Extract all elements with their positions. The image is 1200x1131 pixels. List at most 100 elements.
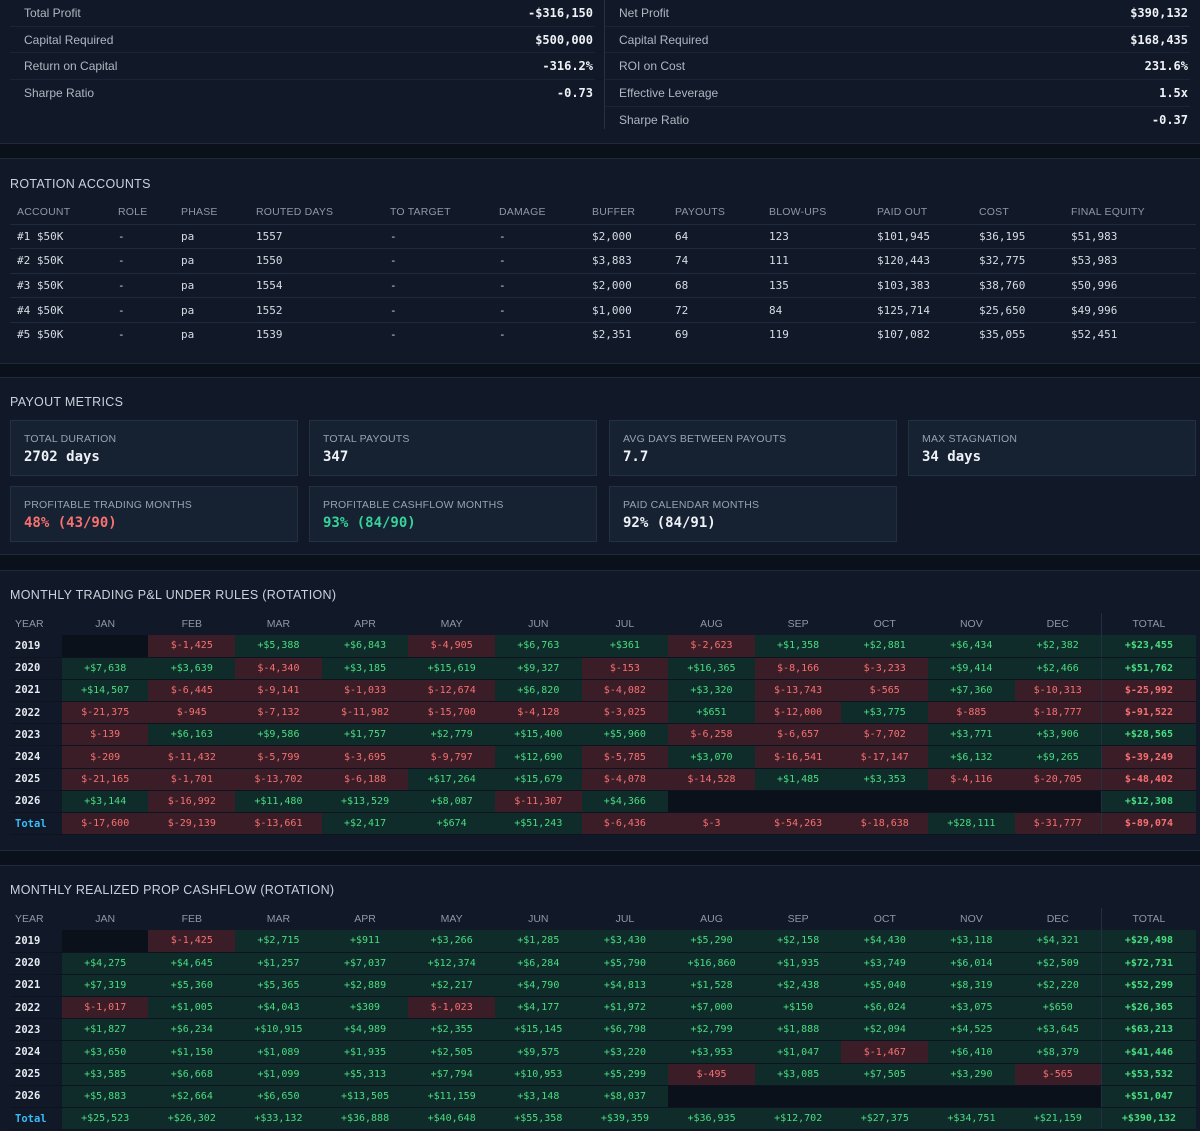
month-cell: +$1,888 bbox=[754, 1018, 842, 1042]
month-cell bbox=[841, 1085, 929, 1109]
month-cell: +$2,715 bbox=[235, 930, 322, 953]
table-cell: $51,983 bbox=[1064, 223, 1196, 249]
month-cell: $-4,116 bbox=[928, 768, 1015, 791]
table-cell: $32,775 bbox=[972, 248, 1064, 274]
month-cell: +$13,529 bbox=[321, 790, 409, 814]
table-cell: pa bbox=[174, 248, 249, 274]
month-cell: +$16,365 bbox=[668, 657, 755, 680]
column-header: PAYOUTS bbox=[675, 205, 726, 218]
month-cell: $-3,695 bbox=[321, 745, 409, 769]
year-row: 2022 $-21,375 $-945 $-7,132 $-11,982 $-15,700… bbox=[10, 701, 1196, 725]
month-cell: $-2,623 bbox=[668, 635, 755, 658]
summary-row: Return on Capital -316.2% bbox=[10, 53, 595, 81]
month-cell: $-11,432 bbox=[148, 745, 236, 769]
table-cell: $36,195 bbox=[972, 223, 1064, 249]
month-cell: $-18,638 bbox=[841, 812, 929, 836]
column-header: FEB bbox=[181, 913, 202, 925]
month-cell: +$1,285 bbox=[494, 930, 582, 953]
year-label: Total bbox=[10, 812, 62, 836]
column-header: AUG bbox=[700, 913, 723, 925]
month-cell: +$8,037 bbox=[581, 1085, 669, 1109]
summary-value: 231.6% bbox=[1144, 59, 1188, 74]
month-cell: +$309 bbox=[321, 996, 409, 1020]
month-cell: +$12,690 bbox=[494, 745, 582, 769]
header-row: YEAR JAN FEB MAR APR MAY JUN JUL AUG SEP OCT NOV DEC… bbox=[10, 908, 1196, 930]
month-cell: +$2,220 bbox=[1014, 974, 1102, 998]
column-header: JUN bbox=[528, 913, 549, 925]
month-cell: +$1,757 bbox=[321, 723, 409, 747]
month-cell bbox=[841, 790, 929, 814]
table-cell: $125,714 bbox=[870, 297, 972, 323]
year-row: 2019 $-1,425 +$5,388 +$6,843 $-4,905 +$6,763 +… bbox=[10, 635, 1196, 658]
table-cell: - bbox=[492, 272, 585, 298]
summary-row: ROI on Cost 231.6% bbox=[605, 53, 1190, 81]
month-cell: +$3,148 bbox=[494, 1085, 582, 1109]
section-title: PAYOUT METRICS bbox=[10, 395, 124, 409]
month-cell: $-5,785 bbox=[581, 745, 669, 769]
column-header: ACCOUNT bbox=[17, 205, 71, 218]
table-cell: $38,760 bbox=[972, 272, 1064, 298]
month-cell: +$1,005 bbox=[148, 996, 236, 1020]
month-cell: $-14,528 bbox=[668, 768, 755, 791]
year-row: 2024 +$3,650 +$1,150 +$1,089 +$1,935 +$2,505 +… bbox=[10, 1040, 1196, 1064]
table-cell: - bbox=[492, 321, 585, 347]
summary-value: $500,000 bbox=[535, 32, 593, 47]
year-total-cell: +$28,565 bbox=[1100, 723, 1196, 747]
table-cell: - bbox=[383, 297, 492, 323]
month-cell: $-1,023 bbox=[408, 996, 495, 1020]
summary-value: -316.2% bbox=[542, 59, 593, 74]
month-cell: +$3,118 bbox=[928, 930, 1015, 953]
year-total-cell: $-39,249 bbox=[1100, 745, 1196, 769]
summary-label: Capital Required bbox=[24, 32, 114, 47]
month-cell: +$15,400 bbox=[494, 723, 582, 747]
month-cell: +$17,264 bbox=[408, 768, 495, 791]
month-cell: $-16,992 bbox=[148, 790, 236, 814]
summary-row: Sharpe Ratio -0.37 bbox=[605, 107, 1190, 134]
year-row: 2023 $-139 +$6,163 +$9,586 +$1,757 +$2,779 +$1… bbox=[10, 723, 1196, 747]
month-cell: $-17,600 bbox=[61, 812, 149, 836]
table-cell: - bbox=[492, 248, 585, 274]
month-cell: $-1,017 bbox=[61, 996, 149, 1020]
month-cell: +$1,485 bbox=[754, 768, 842, 791]
column-header: COST bbox=[979, 205, 1009, 218]
month-cell: +$8,379 bbox=[1014, 1040, 1102, 1064]
column-header: MAR bbox=[266, 913, 291, 925]
month-cell: +$2,889 bbox=[321, 974, 409, 998]
table-cell: 123 bbox=[762, 223, 870, 249]
month-cell: $-9,797 bbox=[408, 745, 495, 769]
table-cell: 64 bbox=[668, 223, 762, 249]
month-cell: +$4,275 bbox=[61, 952, 149, 975]
month-cell: +$361 bbox=[581, 635, 669, 658]
month-cell bbox=[754, 1085, 842, 1109]
metric-label: PAID CALENDAR MONTHS bbox=[623, 499, 760, 511]
table-cell: 1557 bbox=[249, 223, 383, 249]
table-cell: #4 $50K bbox=[10, 297, 111, 323]
metric-card: PROFITABLE CASHFLOW MONTHS 93% (84/90) bbox=[309, 486, 597, 542]
month-cell: +$6,410 bbox=[928, 1040, 1015, 1064]
month-cell: +$5,360 bbox=[148, 974, 236, 998]
column-header: FEB bbox=[181, 618, 202, 630]
month-cell: +$4,790 bbox=[494, 974, 582, 998]
year-row: 2025 +$3,585 +$6,668 +$1,099 +$5,313 +$7,794 +… bbox=[10, 1063, 1196, 1086]
column-header: MAY bbox=[440, 618, 463, 630]
month-cell: +$27,375 bbox=[841, 1107, 929, 1131]
metric-label: MAX STAGNATION bbox=[922, 433, 1018, 445]
month-cell: $-4,082 bbox=[581, 679, 669, 703]
month-cell bbox=[754, 790, 842, 814]
month-cell: +$4,645 bbox=[148, 952, 236, 975]
month-cell: +$8,087 bbox=[408, 790, 495, 814]
column-header: NOV bbox=[960, 913, 983, 925]
year-total-cell: +$29,498 bbox=[1100, 930, 1196, 953]
month-cell: +$3,085 bbox=[754, 1063, 842, 1086]
month-cell: +$6,163 bbox=[148, 723, 236, 747]
metric-card: TOTAL PAYOUTS 347 bbox=[309, 420, 597, 476]
month-cell: +$2,466 bbox=[1014, 657, 1102, 680]
month-cell: +$5,365 bbox=[235, 974, 322, 998]
trading-pnl-table: YEAR JAN FEB MAR APR MAY JUN JUL AUG SEP OCT NOV DEC… bbox=[10, 613, 1196, 836]
month-cell: +$6,234 bbox=[148, 1018, 236, 1042]
table-cell: #1 $50K bbox=[10, 223, 111, 249]
summary-value: -0.73 bbox=[556, 86, 593, 101]
table-cell: $2,351 bbox=[585, 321, 668, 347]
month-cell: +$3,771 bbox=[928, 723, 1015, 747]
year-row: 2026 +$3,144 $-16,992 +$11,480 +$13,529 +$8,0… bbox=[10, 790, 1196, 814]
